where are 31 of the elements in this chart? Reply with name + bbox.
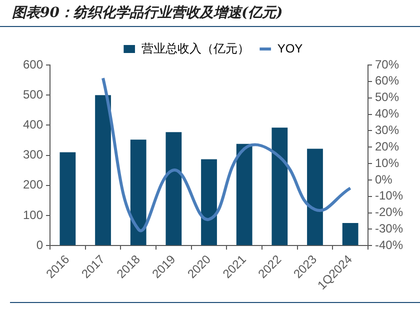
bar	[60, 152, 76, 246]
legend-label: 营业总收入（亿元）	[141, 41, 250, 56]
bar	[272, 128, 288, 246]
bar	[130, 140, 146, 246]
bar	[236, 144, 252, 246]
y-tick-label: 0	[36, 238, 44, 252]
bar	[166, 132, 182, 246]
y2-tick-label: 30%	[374, 122, 400, 137]
y-tick-label: 600	[22, 57, 44, 72]
y-tick-label: 400	[22, 118, 44, 132]
legend-label: YOY	[277, 41, 303, 56]
y-tick-label: 200	[22, 178, 44, 192]
bar	[342, 223, 358, 246]
bar	[307, 148, 323, 246]
y2-tick-label: 40%	[374, 106, 400, 121]
y2-tick-label: 20%	[374, 139, 400, 154]
y-tick-label: 500	[22, 87, 44, 102]
y2-tick-label: -10%	[374, 188, 404, 203]
chart-title: 图表90：纺织化学品行业营收及增速(亿元)	[0, 0, 420, 27]
y2-tick-label: -40%	[374, 238, 404, 252]
bar	[95, 95, 111, 246]
bar	[201, 159, 217, 246]
y-tick-label: 100	[22, 208, 44, 222]
y2-tick-label: -30%	[374, 222, 404, 236]
y2-tick-label: 60%	[374, 74, 400, 88]
y2-tick-label: 10%	[374, 156, 400, 170]
y-tick-label: 300	[22, 148, 44, 162]
y2-tick-label: 70%	[374, 57, 400, 72]
y2-tick-label: 50%	[374, 90, 400, 104]
y2-tick-label: 0%	[374, 172, 393, 186]
y2-tick-label: -20%	[374, 205, 404, 220]
